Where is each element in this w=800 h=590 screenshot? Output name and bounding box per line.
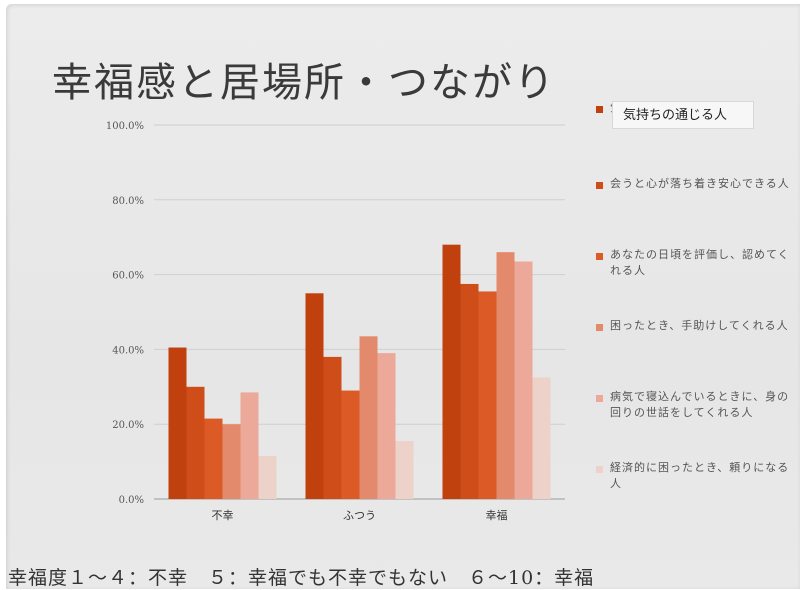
bar bbox=[359, 336, 378, 499]
legend-swatch bbox=[596, 324, 603, 331]
bar bbox=[442, 244, 461, 499]
bar bbox=[168, 347, 187, 499]
legend-swatch bbox=[596, 106, 603, 113]
bar bbox=[395, 441, 414, 499]
bar bbox=[377, 353, 396, 499]
y-tick-label: 60.0% bbox=[112, 271, 144, 282]
bar bbox=[204, 418, 223, 499]
bar bbox=[323, 356, 342, 499]
bar bbox=[222, 424, 241, 499]
bar bbox=[460, 283, 479, 499]
legend-label: 会うと心が落ち着き安心できる人 bbox=[610, 177, 790, 190]
bar bbox=[305, 293, 324, 499]
bar bbox=[478, 291, 497, 499]
y-tick-label: 20.0% bbox=[112, 420, 144, 431]
legend-swatch bbox=[596, 182, 603, 189]
y-tick-label: 0.0% bbox=[119, 495, 144, 506]
x-tick-label: ふつう bbox=[343, 509, 376, 522]
bar bbox=[514, 261, 533, 499]
bar bbox=[240, 392, 259, 499]
x-tick-label: 幸福 bbox=[486, 508, 508, 522]
legend-label: 困ったとき、手助けしてくれる人 bbox=[610, 319, 789, 332]
y-tick-label: 40.0% bbox=[112, 345, 144, 356]
bar bbox=[532, 377, 551, 499]
bar bbox=[258, 455, 277, 499]
footer-note: 幸福度１～４：不幸 ５：幸福でも不幸でもない ６～10：幸福 bbox=[8, 567, 595, 589]
x-tick-label: 不幸 bbox=[212, 509, 234, 522]
legend-label: 病気で寝込んでいるときに、身の回りの世話をしてくれる人 bbox=[610, 390, 790, 419]
legend-label: あなたの日頃を評価し、認めてくれる人 bbox=[610, 248, 790, 277]
y-tick-label: 100.0% bbox=[106, 121, 144, 132]
bar bbox=[496, 252, 515, 499]
bar bbox=[186, 386, 205, 499]
legend-label: 経済的に困ったとき、頼りになる人 bbox=[610, 461, 790, 490]
legend-tooltip: 気持ちの通じる人 bbox=[612, 101, 754, 129]
legend-swatch bbox=[596, 466, 603, 473]
legend-swatch bbox=[596, 395, 603, 402]
legend-swatch bbox=[596, 253, 603, 260]
y-tick-label: 80.0% bbox=[112, 196, 144, 207]
bar bbox=[341, 390, 360, 499]
slide-title: 幸福感と居場所・つながり bbox=[52, 60, 556, 106]
